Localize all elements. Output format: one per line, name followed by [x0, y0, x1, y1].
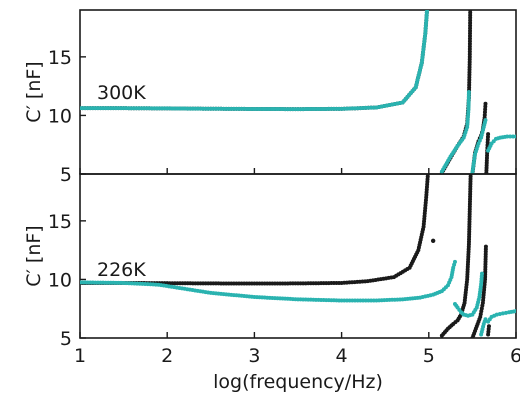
data-point-bottom-s1-g0-152: [452, 259, 457, 264]
data-point-bottom-s1-g2-6: [483, 317, 488, 322]
data-point-bottom-s1-g3-6: [500, 311, 505, 316]
panel-226k: 5 10 15 1 2 3 4 5 6 226K C′ [nF] log(frequency/…: [23, 173, 520, 393]
data-point-bottom-s1-g3-5: [497, 311, 502, 316]
x-tick-label-2: 2: [161, 345, 173, 367]
y-tick-label-bottom-5: 5: [60, 328, 72, 350]
x-tick-label-4: 4: [336, 345, 348, 367]
data-point-bottom-s1-g1-26: [479, 271, 484, 276]
plot-frame-bottom: [79, 173, 517, 339]
x-tick-label-1: 1: [74, 345, 86, 367]
y-axis-label-bottom: C′ [nF]: [23, 225, 45, 286]
data-point-bottom-s0-g1-0: [430, 238, 436, 243]
data-point-top-s0-g2-27: [483, 101, 488, 106]
x-tick-label-3: 3: [248, 345, 260, 367]
data-point-top-s1-g3-10: [505, 134, 510, 139]
data-point-top-s1-g3-12: [511, 134, 516, 139]
data-point-top-s1-g3-13: [514, 134, 516, 139]
data-points-bottom: [80, 174, 516, 338]
y-tick-label-top-10: 10: [48, 105, 72, 127]
y-ticks-bottom: 5 10 15: [48, 211, 517, 350]
data-point-bottom-s1-g3-11: [514, 309, 516, 314]
data-point-bottom-s0-g2-68: [468, 174, 473, 176]
x-tick-label-6: 6: [510, 345, 520, 367]
data-point-bottom-s0-g0-166: [425, 174, 430, 176]
data-points-top: [80, 10, 516, 174]
y-tick-label-top-15: 15: [48, 47, 72, 69]
y-tick-label-top-5: 5: [60, 164, 72, 186]
temperature-label-300k: 300K: [97, 82, 146, 104]
temperature-label-226k: 226K: [97, 259, 146, 281]
x-ticks: 1 2 3 4 5 6: [74, 345, 520, 367]
y-tick-label-bottom-10: 10: [48, 269, 72, 291]
y-tick-label-bottom-15: 15: [48, 211, 72, 233]
data-point-top-s1-g0-163: [425, 10, 430, 12]
x-tick-label-5: 5: [423, 345, 435, 367]
panel-300k: 5 10 15 300K C′ [nF]: [23, 9, 517, 186]
data-point-top-s1-g2-20: [483, 118, 488, 123]
x-axis-label: log(frequency/Hz): [213, 371, 383, 393]
data-point-bottom-s1-g3-7: [503, 310, 508, 315]
data-point-bottom-s0-g4-3: [486, 324, 491, 329]
data-point-top-s0-g3-15: [486, 132, 491, 137]
y-ticks-top: 5 10 15: [48, 47, 517, 186]
y-axis-label-top: C′ [nF]: [23, 61, 45, 122]
data-point-top-s0-g1-65: [468, 10, 473, 12]
data-point-top-s1-g3-11: [508, 134, 513, 139]
data-point-bottom-s0-g3-36: [483, 244, 488, 249]
data-point-top-s1-g1-34: [466, 90, 471, 94]
data-point-bottom-s1-g3-4: [494, 312, 499, 317]
